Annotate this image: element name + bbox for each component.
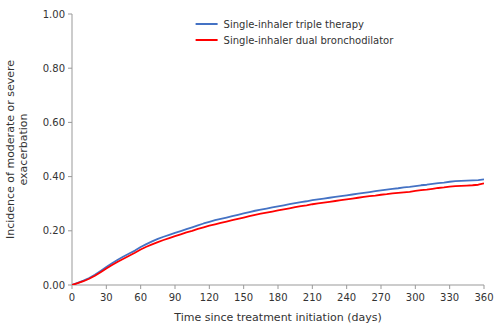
- x-tick: [484, 285, 485, 289]
- x-tick: [209, 285, 210, 289]
- y-tick: [68, 285, 72, 286]
- y-tick: [68, 122, 72, 123]
- x-axis-label: Time since treatment initiation (days): [173, 311, 381, 324]
- x-tick-label: 90: [169, 292, 182, 303]
- x-tick: [72, 285, 73, 289]
- x-tick-label: 180: [268, 292, 287, 303]
- y-tick-label: 0.00: [43, 280, 65, 291]
- x-tick-label: 210: [303, 292, 322, 303]
- y-axis-label-line: exacerbation: [17, 113, 30, 185]
- x-tick-label: 30: [100, 292, 113, 303]
- series-line: [72, 179, 484, 285]
- legend-label: Single-inhaler triple therapy: [224, 19, 364, 30]
- x-tick: [106, 285, 107, 289]
- y-tick: [68, 176, 72, 177]
- y-tick-label: 0.60: [43, 117, 65, 128]
- x-tick: [415, 285, 416, 289]
- y-axis-label: Incidence of moderate or severeexacerbat…: [4, 60, 30, 239]
- legend-swatch: [196, 39, 218, 41]
- x-tick: [175, 285, 176, 289]
- x-tick: [278, 285, 279, 289]
- x-tick: [381, 285, 382, 289]
- series-line: [72, 183, 484, 285]
- y-tick-label: 0.20: [43, 225, 65, 236]
- y-tick: [68, 68, 72, 69]
- x-tick: [449, 285, 450, 289]
- y-tick: [68, 230, 72, 231]
- y-axis-line: [72, 14, 73, 285]
- y-tick-label: 0.40: [43, 171, 65, 182]
- legend-label: Single-inhaler dual bronchodilator: [224, 35, 395, 46]
- x-tick-label: 60: [134, 292, 147, 303]
- x-tick-label: 330: [440, 292, 459, 303]
- y-tick-label: 1.00: [43, 9, 65, 20]
- plot-area: [72, 179, 484, 285]
- legend-swatch: [196, 23, 218, 25]
- x-tick: [243, 285, 244, 289]
- x-tick-label: 120: [200, 292, 219, 303]
- x-tick-label: 0: [69, 292, 75, 303]
- x-tick: [312, 285, 313, 289]
- y-axis-label-line: Incidence of moderate or severe: [4, 60, 17, 239]
- x-tick: [140, 285, 141, 289]
- x-tick-label: 360: [474, 292, 493, 303]
- x-tick: [346, 285, 347, 289]
- y-tick-label: 0.80: [43, 63, 65, 74]
- x-tick-label: 240: [337, 292, 356, 303]
- x-tick-label: 150: [234, 292, 253, 303]
- x-tick-label: 300: [406, 292, 425, 303]
- y-tick: [68, 14, 72, 15]
- x-tick-label: 270: [371, 292, 390, 303]
- chart: 0 30 60 90 120 150 180 210 240 270 300 330 360 0.00 0.…: [0, 0, 500, 331]
